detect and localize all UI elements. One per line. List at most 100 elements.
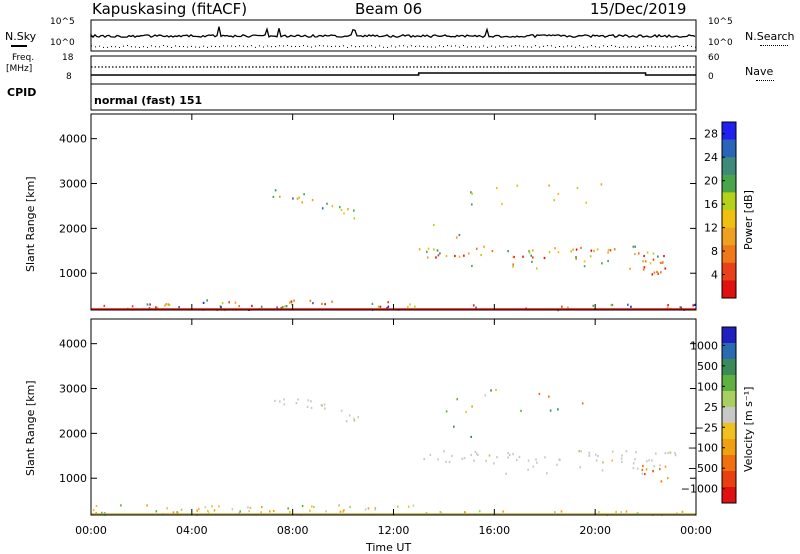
x-tick-label: 00:00 — [680, 524, 712, 537]
nsearch-dot — [519, 45, 520, 47]
nsearch-dot — [415, 45, 416, 47]
nsearch-dot — [583, 46, 584, 48]
nsearch-dot — [647, 45, 648, 47]
echo-cell — [601, 262, 603, 265]
echo-cell — [218, 505, 220, 508]
nsearch-dot — [443, 46, 444, 48]
power-colorbar-swatch — [722, 245, 736, 264]
echo-cell — [338, 504, 340, 507]
echo-cell — [581, 402, 584, 405]
echo-cell — [470, 191, 472, 194]
echo-cell — [634, 245, 636, 248]
echo-cell — [326, 202, 328, 205]
echo-cell — [324, 407, 326, 410]
echo-cell — [667, 477, 669, 480]
nsearch-dot — [371, 45, 372, 47]
echo-cell — [580, 450, 582, 453]
echo-cell — [641, 468, 644, 472]
power-colorbar-swatch — [722, 157, 736, 176]
echo-cell — [178, 306, 180, 309]
nsearch-dot — [139, 46, 140, 48]
echo-cell — [598, 510, 600, 514]
echo-cell — [331, 300, 333, 303]
nsearch-dot — [295, 45, 296, 47]
echo-cell — [507, 456, 509, 459]
nsearch-dot — [663, 46, 664, 48]
echo-cell — [291, 303, 293, 306]
nsearch-label: N.Search — [745, 30, 795, 43]
echo-cell — [538, 392, 541, 395]
nsearch-dot — [287, 45, 288, 47]
echo-cell — [198, 507, 200, 510]
echo-cell — [310, 406, 313, 410]
echo-cell — [339, 510, 342, 513]
nsearch-dot — [503, 45, 504, 47]
velocity-colorbar-tick: −25 — [695, 421, 718, 434]
nsearch-dot — [211, 45, 212, 47]
nsearch-dot — [619, 46, 620, 48]
velocity-colorbar-swatch — [722, 375, 736, 392]
echo-cell — [667, 451, 670, 455]
echo-cell — [660, 271, 662, 274]
echo-cell — [527, 459, 530, 462]
nsearch-dot — [411, 45, 412, 47]
nsearch-dot — [307, 45, 308, 47]
station-title: Kapuskasing (fitACF) — [92, 0, 248, 18]
nsearch-dot — [143, 46, 144, 48]
nsearch-dot — [587, 46, 588, 48]
echo-cell — [206, 299, 208, 302]
echo-cell — [92, 509, 95, 512]
echo-cell — [283, 403, 286, 406]
echo-cell — [610, 304, 613, 307]
echo-cell — [505, 472, 507, 475]
echo-cell — [635, 451, 637, 454]
echo-cell — [325, 510, 327, 513]
nsearch-dot — [179, 46, 180, 48]
freq-label: Freq. — [12, 53, 35, 63]
nsearch-dot — [579, 45, 580, 47]
echo-cell — [439, 511, 442, 514]
echo-cell — [528, 251, 531, 254]
echo-cell — [662, 261, 664, 264]
echo-cell — [364, 508, 367, 511]
nsearch-dot — [423, 45, 424, 47]
echo-cell — [347, 208, 349, 211]
velocity-ytick-label: 1000 — [59, 472, 87, 485]
nsearch-dot — [571, 45, 572, 47]
echo-cell — [554, 511, 556, 514]
echo-cell — [343, 212, 345, 215]
nsearch-dot — [655, 45, 656, 47]
echo-cell — [484, 394, 487, 397]
echo-cell — [387, 305, 390, 308]
nsearch-dot — [115, 46, 116, 48]
nsearch-dot — [227, 45, 228, 47]
echo-cell — [579, 466, 581, 469]
echo-cell — [309, 299, 312, 302]
nsearch-tick-bottom: 10^0 — [708, 38, 733, 48]
echo-cell — [597, 455, 599, 458]
echo-cell — [295, 402, 298, 405]
echo-cell — [509, 453, 511, 457]
echo-cell — [475, 306, 477, 309]
velocity-colorbar-swatch — [722, 391, 736, 408]
echo-cell — [166, 507, 168, 510]
echo-cell — [445, 410, 448, 413]
echo-cell — [435, 256, 437, 259]
nsearch-dot — [91, 45, 92, 47]
echo-cell — [283, 398, 285, 401]
echo-cell — [532, 465, 535, 468]
nsearch-dot — [167, 45, 168, 47]
velocity-colorbar-swatch — [722, 439, 736, 456]
freq-tick-bottom: 8 — [66, 72, 72, 82]
power-colorbar-tick: 8 — [711, 245, 718, 258]
power-colorbar-tick: 28 — [704, 128, 718, 141]
nsearch-dot — [431, 46, 432, 48]
echo-cell — [667, 304, 669, 307]
nsearch-dot — [303, 45, 304, 47]
echo-cell — [536, 267, 538, 270]
nsearch-dot — [635, 46, 636, 48]
echo-cell — [507, 452, 509, 455]
echo-cell — [502, 510, 504, 513]
echo-cell — [634, 458, 636, 461]
